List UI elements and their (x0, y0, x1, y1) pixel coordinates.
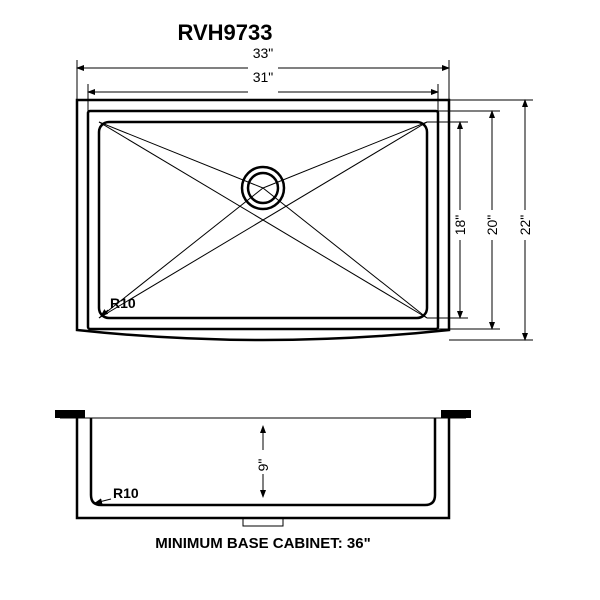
label-height-22: 22" (517, 215, 533, 236)
side-view: R10 9" MINIMUM BASE CABINET: 36" (55, 410, 471, 552)
diagram-svg: 33" 31" R10 18" (0, 0, 600, 600)
counter-cap-left (55, 410, 85, 418)
label-height-20: 20" (484, 215, 500, 236)
label-height-18: 18" (452, 215, 468, 236)
label-r10-side: R10 (113, 485, 139, 501)
top-view: 33" 31" R10 18" (77, 45, 533, 340)
label-width-31: 31" (253, 69, 274, 85)
label-width-33: 33" (253, 45, 274, 61)
counter-cap-right (441, 410, 471, 418)
label-r10-top: R10 (110, 295, 136, 311)
label-depth-9: 9" (255, 459, 271, 472)
model-title: RVH9733 (0, 20, 450, 46)
cabinet-label: MINIMUM BASE CABINET: 36" (155, 535, 370, 552)
